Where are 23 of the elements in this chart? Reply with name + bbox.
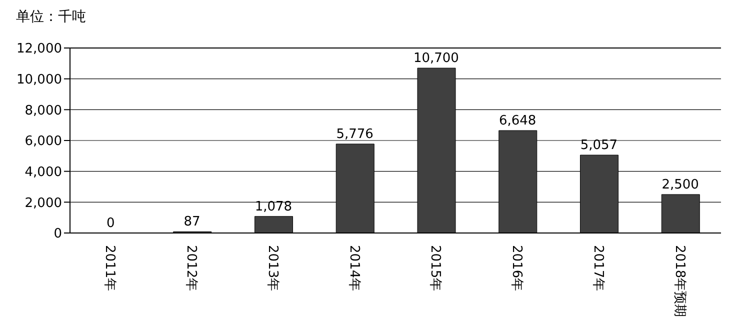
data-label: 6,648 (498, 114, 536, 129)
data-label: 5,776 (336, 126, 374, 142)
y-tick-label: 10,000 (16, 72, 62, 88)
data-label: 5,057 (580, 138, 618, 154)
y-tick-label: 6,000 (24, 134, 62, 150)
data-label: 2,500 (662, 177, 699, 192)
data-label: 87 (184, 214, 200, 230)
x-tick-label: 2015年 (428, 245, 443, 292)
x-tick-label: 2012年 (184, 245, 199, 292)
x-tick-label: 2018年预期 (672, 245, 687, 318)
x-tick-label: 2016年 (509, 245, 524, 292)
y-tick-label: 8,000 (24, 103, 62, 118)
y-tick-label: 0 (54, 226, 62, 242)
x-tick-label: 2013年 (264, 245, 280, 292)
data-label: 0 (106, 216, 115, 231)
x-tick-label: 2011年 (102, 245, 118, 292)
y-tick-label: 2,000 (24, 196, 62, 211)
x-tick-label: 2017年 (590, 245, 606, 292)
data-label: 10,700 (413, 51, 459, 66)
x-tick-label: 2014年 (346, 245, 362, 292)
y-axis-title: 单位：千吨 (16, 8, 86, 26)
y-tick-label: 12,000 (16, 42, 62, 57)
y-tick-label: 4,000 (24, 164, 62, 180)
